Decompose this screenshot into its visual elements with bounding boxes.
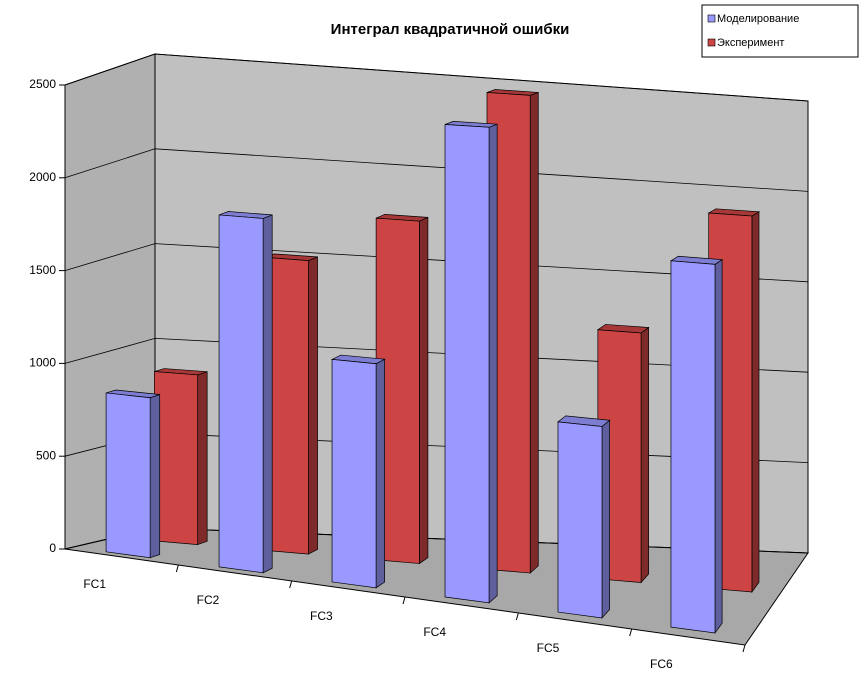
bar-front [218, 214, 264, 574]
bar [105, 389, 161, 559]
y-tick-label: 500 [36, 448, 56, 462]
y-tick-label: 2000 [29, 170, 56, 184]
bar [486, 89, 539, 574]
x-tick-label: FC2 [197, 593, 220, 607]
x-tick-label: FC1 [83, 577, 106, 591]
bar-side [262, 214, 273, 574]
x-tick-label: FC4 [423, 625, 446, 639]
bar-front [444, 124, 490, 604]
legend-swatch [707, 38, 716, 47]
bar [154, 368, 208, 546]
bar-front [557, 421, 603, 619]
bar-side [375, 358, 386, 589]
bar-front [154, 371, 198, 545]
y-tick-label: 0 [49, 541, 56, 555]
bar-front [670, 260, 716, 634]
x-tick [629, 628, 633, 637]
y-tick-label: 1000 [29, 356, 56, 370]
grid-line [64, 148, 809, 192]
bar-side [419, 216, 429, 565]
chart-title: Интеграл квадратичной ошибки [331, 21, 570, 38]
x-tick [289, 580, 293, 589]
legend-swatch [707, 14, 716, 23]
grid-line [64, 243, 809, 283]
bar [669, 255, 724, 635]
x-tick-label: FC5 [537, 641, 560, 655]
bar [218, 211, 273, 574]
bar-front [105, 392, 151, 559]
bar-side [714, 259, 723, 635]
bar [264, 253, 318, 555]
x-tick [515, 612, 519, 621]
y-tick-label: 2500 [29, 77, 56, 91]
x-tick-label: FC6 [650, 657, 673, 671]
bar-front [375, 217, 420, 564]
legend-box [701, 4, 859, 58]
bar-front [331, 358, 377, 589]
bar-side [308, 256, 318, 555]
bar [444, 121, 498, 604]
bar-side [640, 326, 649, 584]
bar-side [197, 371, 208, 546]
grid-line [64, 337, 809, 373]
x-tick [175, 564, 179, 573]
y-tick-label: 1500 [29, 263, 56, 277]
legend-label: Моделирование [717, 13, 799, 25]
bar-side [488, 123, 498, 604]
bar [375, 214, 429, 565]
bar-side [751, 211, 760, 594]
bar [330, 354, 386, 589]
x-tick-label: FC3 [310, 609, 333, 623]
grid-line [64, 53, 809, 102]
x-tick [402, 596, 406, 605]
bar-side [601, 419, 610, 619]
bar-side [149, 393, 161, 559]
legend-label: Эксперимент [717, 37, 784, 49]
x-tick [742, 644, 746, 653]
bar [557, 415, 611, 619]
legend: Моделирование Эксперимент [701, 4, 859, 58]
bar-side [529, 91, 539, 574]
